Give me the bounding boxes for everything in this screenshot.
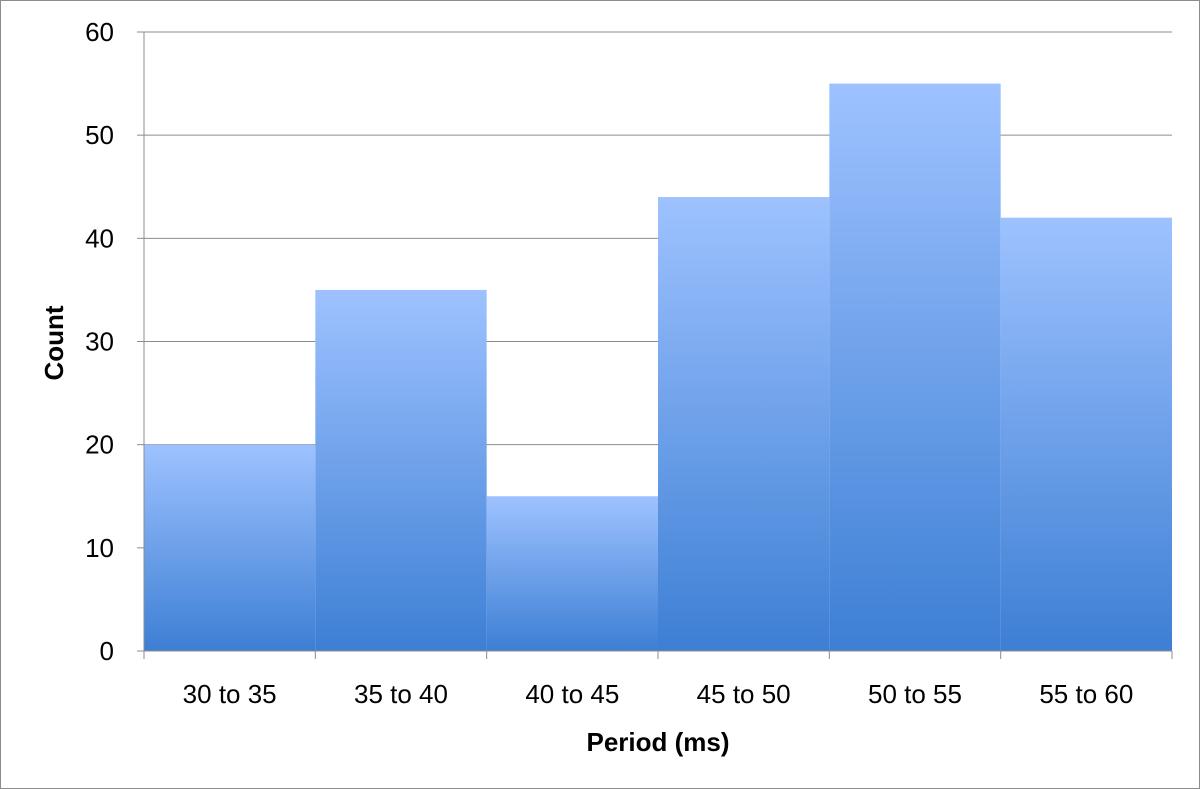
y-axis-title: Count [39, 305, 69, 380]
bar-55-to-60 [1000, 217, 1172, 651]
axes [137, 31, 1173, 659]
x-axis-title: Period (ms) [586, 727, 729, 757]
bars [144, 83, 1172, 652]
bar-50-to-55 [829, 83, 1001, 652]
y-tick-label: 60 [85, 17, 114, 47]
x-tick-label: 30 to 35 [183, 679, 277, 709]
y-tick-label: 10 [85, 533, 114, 563]
x-tick-label: 50 to 55 [868, 679, 962, 709]
bar-30-to-35 [144, 444, 316, 651]
x-tick-label: 35 to 40 [354, 679, 448, 709]
y-tick-label: 20 [85, 430, 114, 460]
y-tick-label: 30 [85, 327, 114, 357]
tick-labels: 0 10 20 30 40 50 60 30 to 35 35 to 40 40 to 45 45 … [85, 17, 1133, 709]
bar-45-to-50 [658, 197, 830, 652]
bar-35-to-40 [315, 289, 487, 651]
bar-40-to-45 [486, 496, 658, 651]
y-tick-label: 40 [85, 223, 114, 253]
x-tick-label: 45 to 50 [697, 679, 791, 709]
y-tick-label: 0 [100, 636, 114, 666]
x-tick-label: 55 to 60 [1039, 679, 1133, 709]
y-tick-label: 50 [85, 120, 114, 150]
x-tick-label: 40 to 45 [525, 679, 619, 709]
